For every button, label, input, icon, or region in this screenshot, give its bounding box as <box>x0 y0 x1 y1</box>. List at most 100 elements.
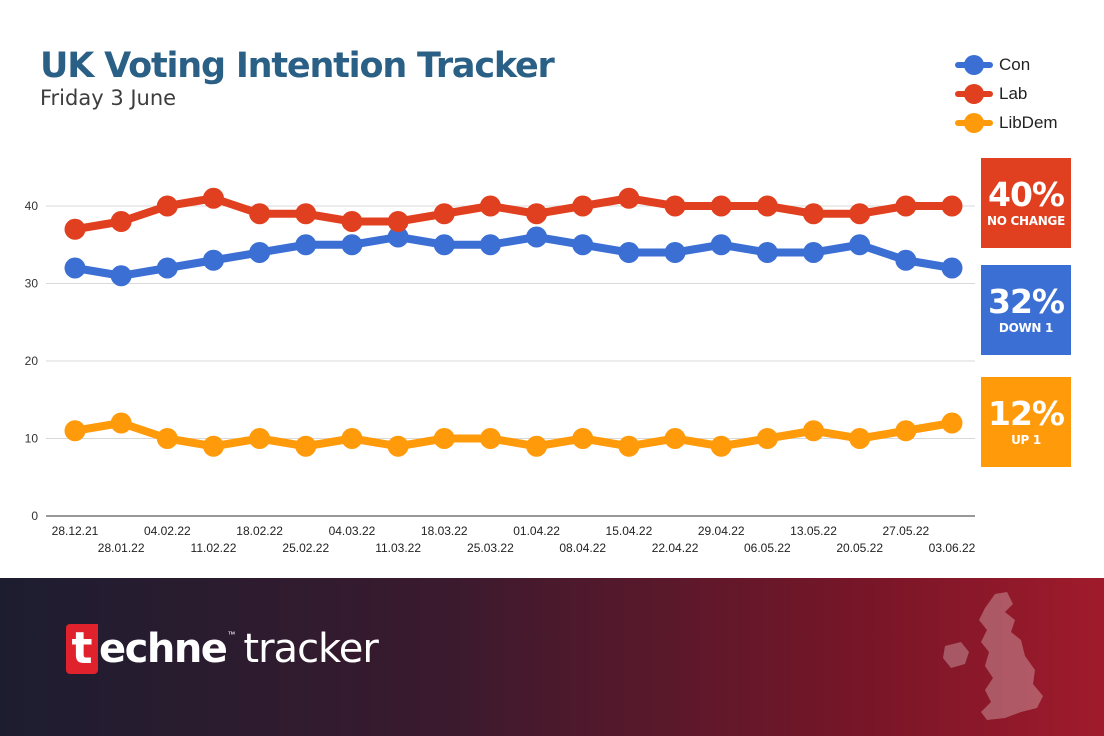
chart-subtitle: Friday 3 June <box>40 86 177 110</box>
data-point-lab <box>433 203 455 225</box>
x-tick-label: 20.05.22 <box>836 541 883 555</box>
data-point-libdem <box>295 435 317 457</box>
x-tick-label: 03.06.22 <box>929 541 976 555</box>
data-point-lab <box>156 195 178 217</box>
lab-badge-value: 40% <box>988 175 1065 214</box>
legend-item-con: Con <box>955 50 1058 79</box>
data-point-con <box>433 234 455 256</box>
x-tick-label: 29.04.22 <box>698 524 745 538</box>
data-point-lab <box>710 195 732 217</box>
data-point-con <box>756 242 778 263</box>
data-point-libdem <box>849 428 871 449</box>
data-point-lab <box>341 211 363 232</box>
legend-swatch-dot <box>964 112 984 133</box>
data-point-lab <box>249 203 271 225</box>
lab-badge-change: NO CHANGE <box>987 214 1065 228</box>
data-point-lab <box>895 195 917 217</box>
data-point-libdem <box>341 428 363 449</box>
data-point-lab <box>803 203 825 225</box>
legend-swatch-libdem <box>955 112 993 133</box>
data-point-libdem <box>156 428 178 449</box>
data-point-libdem <box>941 412 963 434</box>
data-point-con <box>849 234 871 256</box>
data-point-libdem <box>433 428 455 449</box>
data-point-libdem <box>664 428 686 449</box>
data-point-con <box>64 257 86 279</box>
legend-swatch-dot <box>964 54 984 75</box>
data-point-lab <box>664 195 686 217</box>
x-tick-label: 25.03.22 <box>467 541 514 555</box>
data-point-libdem <box>756 428 778 449</box>
y-tick-label: 10 <box>25 432 39 446</box>
uk-map-icon <box>943 592 1043 720</box>
x-tick-label: 11.02.22 <box>191 541 237 555</box>
data-point-lab <box>618 187 640 209</box>
data-point-lab <box>295 203 317 225</box>
data-point-con <box>895 249 917 271</box>
data-point-lab <box>64 218 86 240</box>
legend-label-con: Con <box>999 54 1031 74</box>
x-tick-label: 22.04.22 <box>652 541 699 555</box>
legend-swatch-con <box>955 54 993 75</box>
data-point-libdem <box>618 435 640 457</box>
data-point-libdem <box>479 428 501 449</box>
logo-wordmark: echne <box>99 626 228 672</box>
data-point-con <box>572 234 594 256</box>
libdem-badge-change: UP 1 <box>1011 433 1041 447</box>
legend-item-lab: Lab <box>955 79 1058 108</box>
legend: Con Lab LibDem <box>955 50 1058 137</box>
data-point-lab <box>526 203 548 225</box>
x-tick-label: 27.05.22 <box>882 524 929 538</box>
legend-swatch-lab <box>955 83 993 104</box>
libdem-badge-value: 12% <box>988 394 1065 433</box>
data-point-libdem <box>64 420 86 442</box>
data-point-con <box>341 234 363 256</box>
data-point-con <box>710 234 732 256</box>
data-point-lab <box>941 195 963 217</box>
data-point-lab <box>572 195 594 217</box>
data-point-con <box>156 257 178 279</box>
data-point-con <box>618 242 640 263</box>
x-tick-label: 28.12.21 <box>52 524 99 538</box>
logo-trademark: ™ <box>227 630 236 639</box>
con-badge-change: DOWN 1 <box>998 321 1054 335</box>
data-point-libdem <box>526 435 548 457</box>
data-point-libdem <box>249 428 271 449</box>
data-point-libdem <box>710 435 732 457</box>
data-point-lab <box>202 187 224 209</box>
data-point-con <box>295 234 317 256</box>
line-chart: 0 10 20 30 40 28.12.21 28.01.22 04.02.2211.02.2… <box>25 187 976 555</box>
data-point-con <box>387 226 409 248</box>
data-point-con <box>110 265 132 287</box>
y-tick-label: 30 <box>25 277 39 291</box>
x-tick-label: 18.03.22 <box>421 524 468 538</box>
data-point-con <box>479 234 501 256</box>
data-point-lab <box>849 203 871 225</box>
x-tick-label: 01.04.22 <box>513 524 560 538</box>
x-tick-label: 13.05.22 <box>790 524 837 538</box>
data-point-libdem <box>803 420 825 442</box>
con-badge: 32% DOWN 1 <box>981 265 1071 355</box>
x-tick-label: 06.05.22 <box>744 541 791 555</box>
legend-item-libdem: LibDem <box>955 108 1058 137</box>
x-tick-label: 28.01.22 <box>98 541 145 555</box>
data-point-con <box>664 242 686 263</box>
legend-label-libdem: LibDem <box>999 112 1058 132</box>
footer-banner: t echne ™ tracker <box>0 578 1104 736</box>
y-tick-label: 0 <box>31 509 38 523</box>
legend-label-lab: Lab <box>999 83 1028 103</box>
data-point-con <box>803 242 825 263</box>
con-badge-value: 32% <box>988 282 1065 321</box>
data-point-libdem <box>110 412 132 434</box>
data-point-con <box>941 257 963 279</box>
x-tick-label: 11.03.22 <box>375 541 421 555</box>
x-tick-label: 04.03.22 <box>329 524 376 538</box>
data-point-con <box>249 242 271 263</box>
data-point-libdem <box>895 420 917 442</box>
x-tick-label: 15.04.22 <box>606 524 653 538</box>
data-point-libdem <box>387 435 409 457</box>
techne-logo: t echne ™ tracker <box>66 624 379 674</box>
logo-tracker-text: tracker <box>243 626 378 672</box>
logo-t-block: t <box>66 624 98 674</box>
x-tick-label: 08.04.22 <box>559 541 606 555</box>
